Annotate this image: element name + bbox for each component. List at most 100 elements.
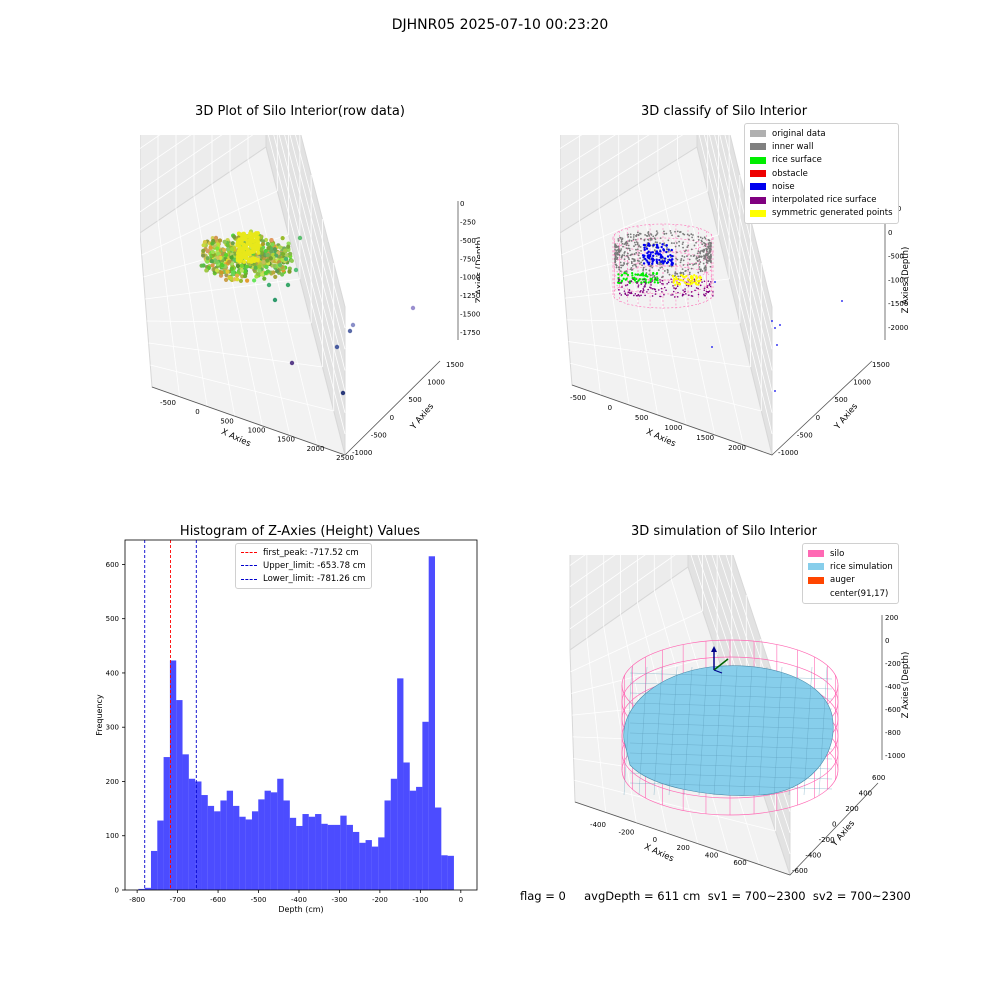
raw-point — [282, 248, 288, 253]
inner-wall-point — [616, 256, 619, 259]
noise-point — [659, 256, 663, 259]
noise-point — [643, 246, 646, 249]
mesh-line — [629, 712, 833, 720]
interpolated-point — [703, 280, 706, 283]
legend-label: noise — [772, 181, 795, 192]
raw-point — [269, 237, 274, 243]
noise-point — [648, 244, 651, 247]
raw-point — [216, 251, 221, 257]
interpolated-point — [628, 289, 631, 292]
y-tick-label: 0 — [816, 414, 820, 422]
inner-wall-point — [617, 239, 620, 242]
inner-wall-point — [638, 252, 640, 254]
raw-point-top — [246, 259, 251, 264]
inner-wall-point — [682, 271, 685, 274]
inner-wall-point — [661, 275, 664, 278]
inner-wall-point — [639, 257, 641, 260]
inner-wall-point — [661, 266, 663, 269]
x-tick-label: -500 — [570, 394, 586, 402]
z-tick-label: -600 — [885, 706, 901, 714]
inner-wall-point — [627, 235, 630, 238]
interpolated-point — [684, 288, 686, 290]
inner-wall-point — [678, 244, 681, 247]
z-tick-label: -400 — [885, 683, 901, 691]
x-tick-label: 2000 — [307, 445, 325, 453]
interpolated-point — [697, 287, 699, 290]
raw-point — [218, 255, 223, 261]
rice-surface-point — [639, 274, 643, 277]
inner-wall-point — [708, 239, 711, 242]
interpolated-point — [681, 294, 684, 297]
x-tick-label: 200 — [677, 844, 690, 852]
histogram-bar — [195, 781, 202, 890]
raw-point-top — [245, 241, 250, 246]
interpolated-point — [697, 293, 700, 296]
interpolated-point — [708, 284, 711, 286]
interpolated-point — [670, 294, 672, 296]
legend-swatch — [750, 170, 766, 178]
inner-wall-point — [645, 272, 648, 274]
noise-point — [663, 257, 667, 260]
raw-point — [238, 278, 244, 283]
raw-point-top — [241, 245, 246, 250]
inner-wall-point — [705, 258, 708, 261]
raw-point — [260, 242, 266, 247]
inner-wall-point — [638, 262, 641, 265]
grid-line — [677, 159, 744, 446]
interpolated-point — [676, 296, 679, 298]
grid-line — [598, 208, 630, 406]
noise-point — [662, 248, 665, 252]
histogram-bar — [270, 792, 278, 890]
grid-line — [709, 135, 773, 392]
inner-wall-point — [637, 254, 640, 257]
inner-wall-point — [704, 237, 707, 240]
plot-frame — [124, 539, 478, 891]
inner-wall-point — [614, 248, 616, 251]
legend-entry: obstacle — [750, 167, 893, 180]
noise-point — [641, 254, 645, 257]
inner-wall-point — [630, 260, 633, 263]
inner-wall-point — [640, 261, 643, 264]
inner-wall-point — [617, 266, 620, 269]
raw-outlier-point — [293, 267, 299, 273]
mesh-line — [638, 666, 648, 796]
x-tick-label: 1000 — [248, 427, 266, 435]
legend-entry: Upper_limit: -653.78 cm — [241, 559, 366, 572]
histogram-bar — [207, 805, 215, 890]
inner-wall-point — [703, 267, 706, 270]
inner-wall-point — [615, 263, 617, 266]
histogram-bar — [220, 800, 227, 890]
raw-point — [210, 263, 215, 268]
histogram-bar — [188, 778, 196, 890]
raw-point — [253, 265, 258, 270]
raw-point-top — [242, 259, 247, 264]
interpolated-point — [701, 281, 703, 283]
y-tick-label: 200 — [845, 805, 858, 813]
inner-wall-point — [682, 241, 684, 244]
legend-entry: rice surface — [750, 154, 893, 167]
grid-line — [657, 171, 716, 436]
raw-outlier-point — [340, 390, 346, 396]
raw-outlier-point — [277, 262, 283, 268]
rice-surface-point — [626, 273, 630, 277]
raw-point — [242, 273, 248, 279]
grid-line — [284, 135, 346, 371]
noise-point — [652, 244, 655, 247]
inner-wall-point — [635, 265, 638, 268]
interpolated-point — [619, 292, 621, 295]
interpolated-point — [703, 287, 706, 290]
interpolated-point — [627, 291, 630, 293]
inner-wall-point — [663, 270, 666, 272]
interpolated-point — [673, 287, 675, 289]
histogram-bar — [441, 855, 448, 890]
panel4-title: 3D simulation of Silo Interior — [631, 524, 817, 539]
histogram-bar — [258, 799, 265, 890]
interpolated-point — [712, 295, 714, 297]
interpolated-point — [706, 286, 709, 289]
inner-wall-point — [640, 237, 642, 240]
inner-wall-point — [630, 262, 633, 265]
inner-wall-point — [624, 251, 626, 253]
histogram-bar — [435, 807, 442, 890]
interpolated-point — [637, 284, 640, 286]
inner-wall-point — [614, 254, 617, 257]
